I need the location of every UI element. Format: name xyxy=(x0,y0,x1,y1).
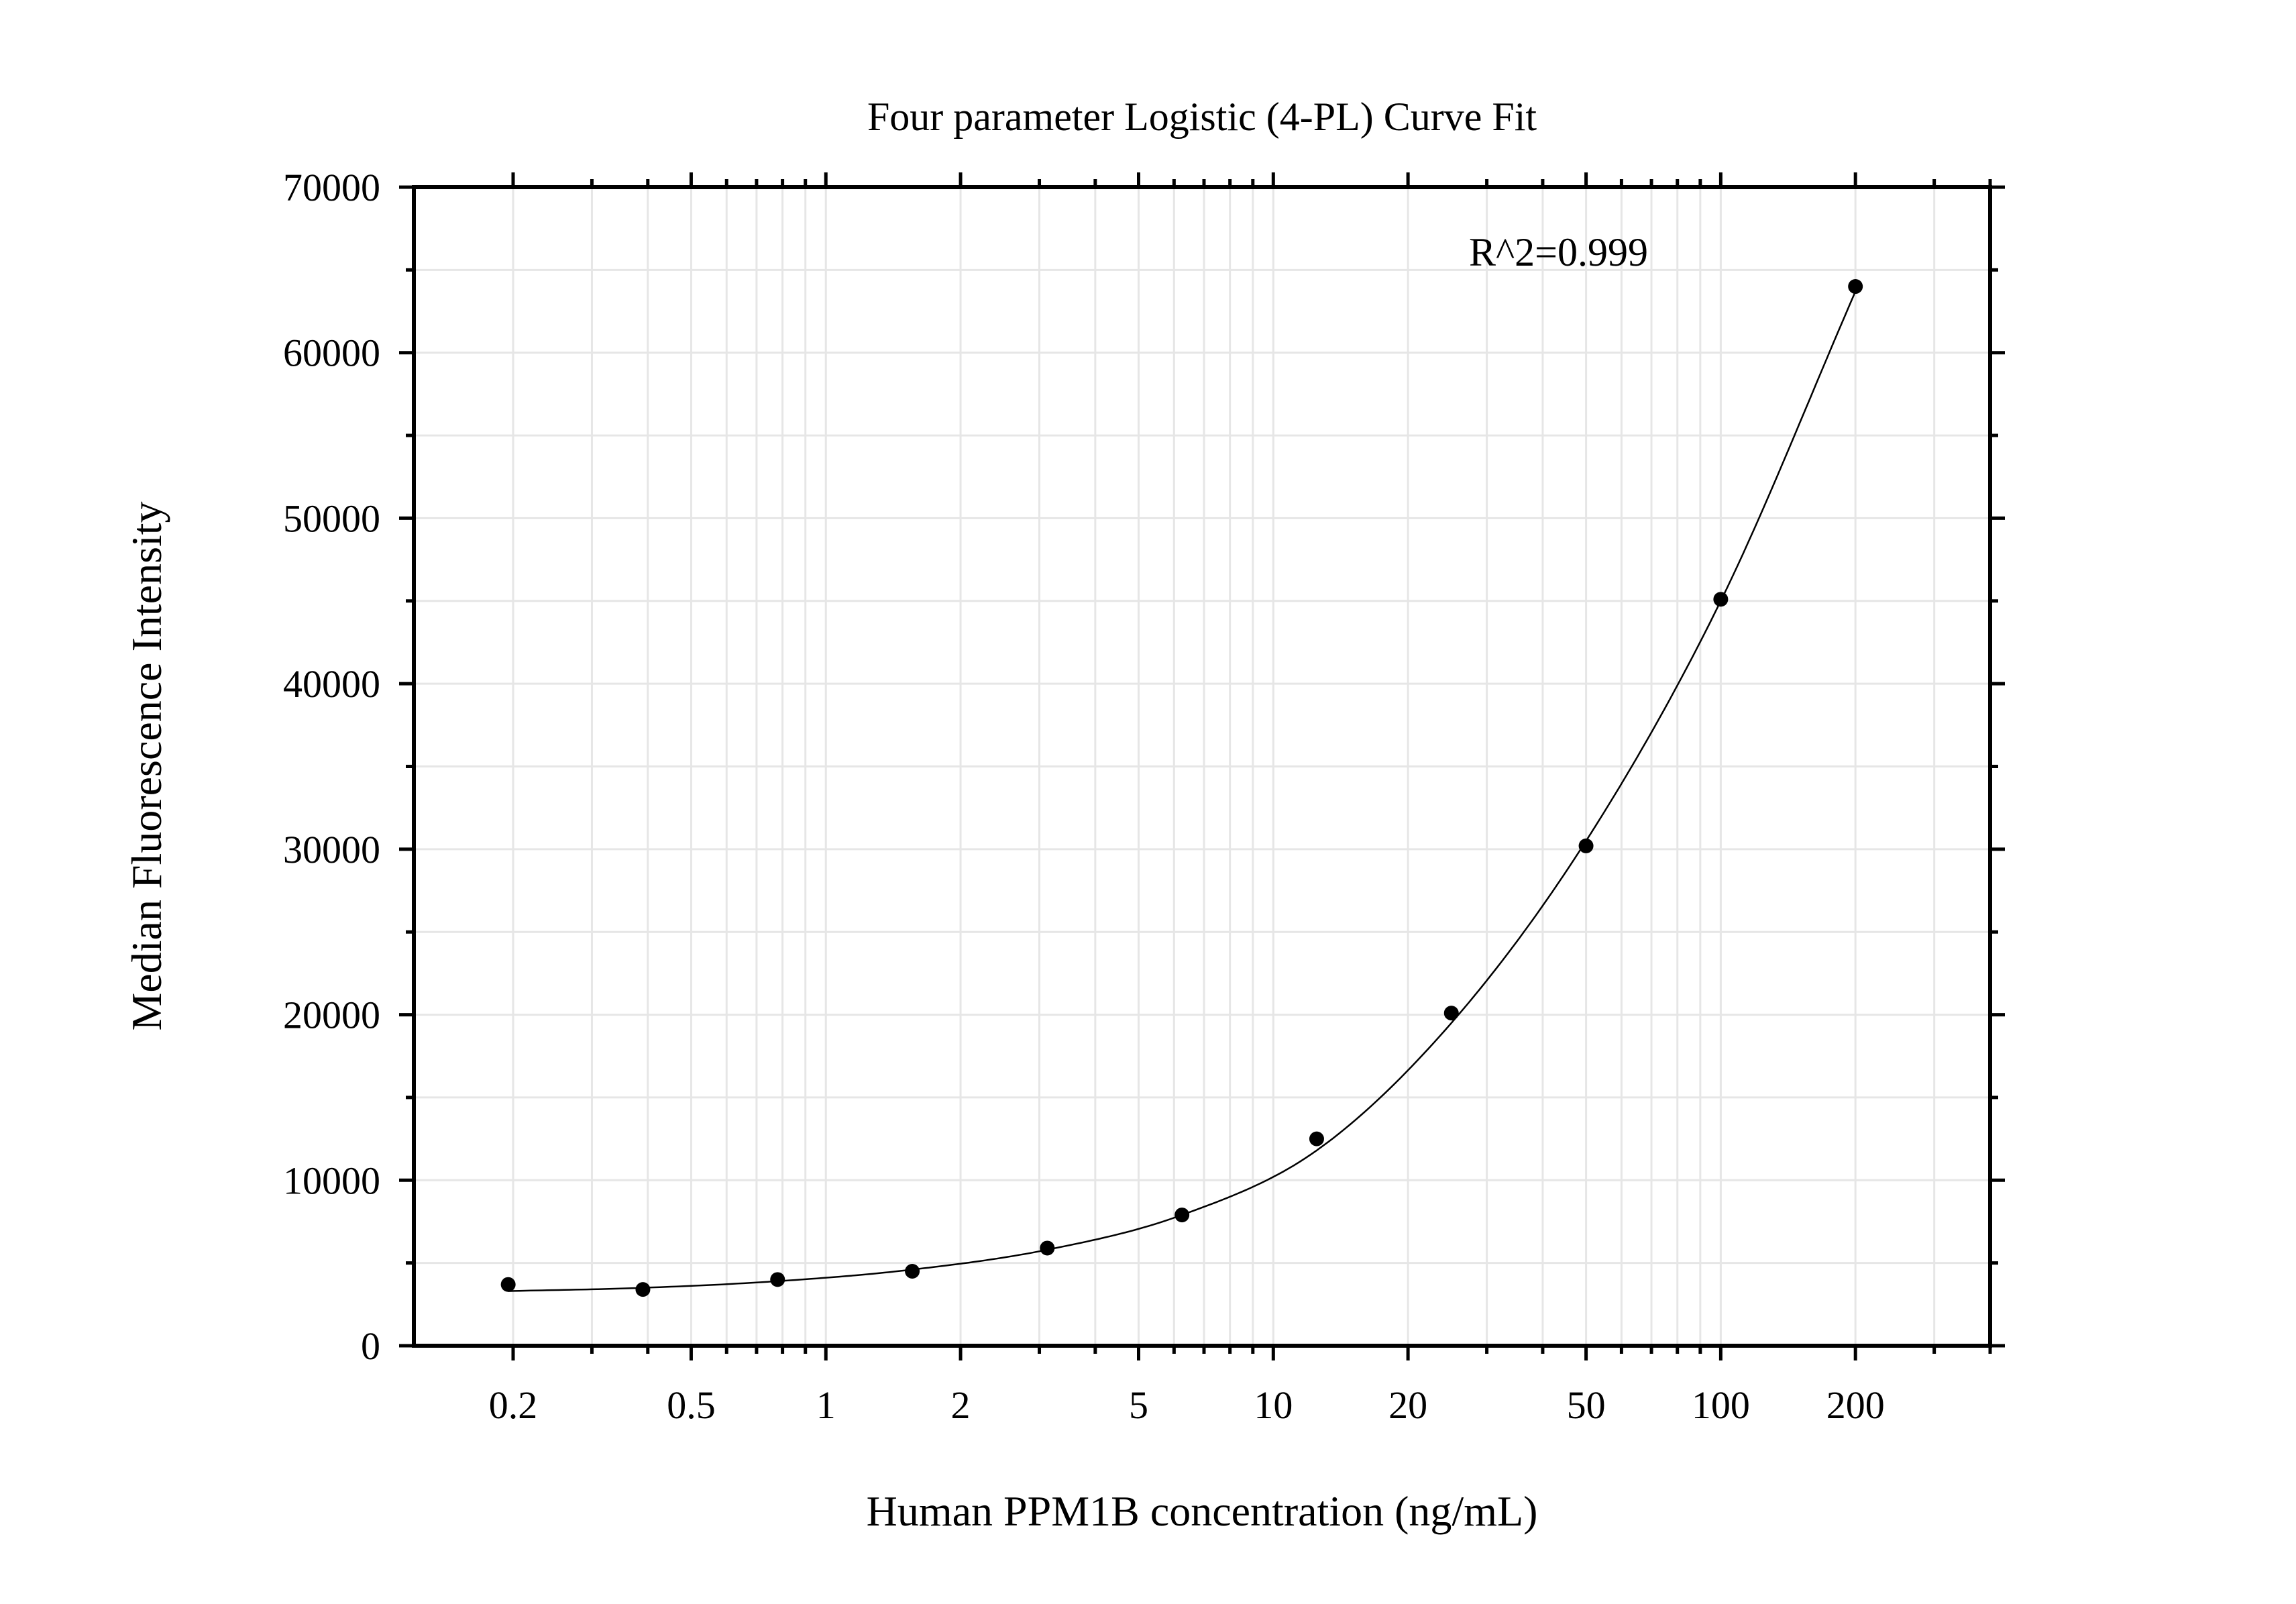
data-point xyxy=(1174,1208,1190,1223)
y-axis-label: Median Fluorescence Intensity xyxy=(123,501,170,1030)
grid xyxy=(414,186,1991,1347)
data-point xyxy=(1848,279,1863,295)
data-point xyxy=(1713,592,1729,607)
data-point xyxy=(905,1263,920,1279)
data-point xyxy=(1443,1006,1459,1021)
data-point xyxy=(635,1282,651,1297)
y-tick-label: 10000 xyxy=(283,1159,380,1202)
data-points xyxy=(500,279,1863,1297)
data-point xyxy=(1040,1240,1055,1256)
x-tick-label: 50 xyxy=(1567,1383,1606,1427)
x-tick-label: 10 xyxy=(1254,1383,1293,1427)
data-point xyxy=(1578,838,1594,853)
data-point xyxy=(1309,1131,1324,1146)
x-tick-label: 0.2 xyxy=(489,1383,538,1427)
x-tick-labels: 0.2 0.5 1 2 5 10 20 50 100 200 xyxy=(489,1383,1885,1427)
x-tick-label: 100 xyxy=(1692,1383,1750,1427)
axis-ticks xyxy=(399,172,2005,1360)
chart-title: Four parameter Logistic (4-PL) Curve Fit xyxy=(867,95,1537,139)
fit-curve xyxy=(508,290,1857,1292)
x-tick-label: 0.5 xyxy=(667,1383,716,1427)
x-tick-label: 1 xyxy=(816,1383,836,1427)
y-tick-label: 60000 xyxy=(283,331,380,375)
y-tick-label: 70000 xyxy=(283,166,380,209)
x-tick-label: 200 xyxy=(1826,1383,1885,1427)
x-tick-label: 20 xyxy=(1388,1383,1427,1427)
x-tick-label: 2 xyxy=(951,1383,971,1427)
y-tick-label: 40000 xyxy=(283,662,380,706)
data-point xyxy=(500,1277,516,1292)
data-point xyxy=(770,1272,785,1287)
x-axis-label: Human PPM1B concentration (ng/mL) xyxy=(867,1487,1538,1535)
x-tick-label: 5 xyxy=(1129,1383,1148,1427)
y-tick-label: 20000 xyxy=(283,994,380,1037)
r-squared-annotation: R^2=0.999 xyxy=(1469,230,1648,274)
y-tick-labels: 0 10000 20000 30000 40000 50000 60000 70000 xyxy=(283,166,380,1368)
y-tick-label: 30000 xyxy=(283,828,380,871)
y-tick-label: 50000 xyxy=(283,496,380,540)
y-tick-label: 0 xyxy=(361,1324,380,1368)
